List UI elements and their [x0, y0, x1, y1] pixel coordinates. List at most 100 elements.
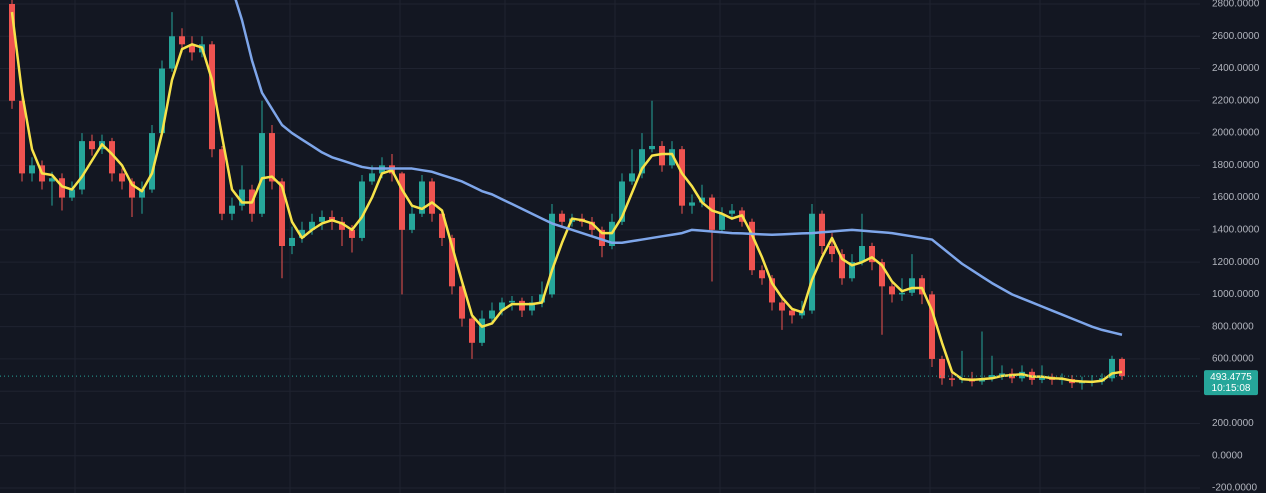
candle-body — [169, 36, 175, 69]
candle-body — [749, 221, 755, 271]
candle-body — [489, 310, 495, 319]
candle-body — [649, 145, 655, 150]
candle-body — [89, 141, 95, 150]
candle-body — [479, 318, 485, 343]
candle-body — [859, 246, 865, 263]
candle-body — [219, 149, 225, 214]
y-tick-label: 600.0000 — [1212, 354, 1254, 365]
y-tick-label: 2800.0000 — [1212, 0, 1260, 10]
candle-body — [559, 213, 565, 222]
candle-body — [59, 178, 65, 198]
candle-body — [399, 173, 405, 230]
candle-body — [829, 246, 835, 255]
candle-body — [1109, 358, 1115, 379]
candle-body — [279, 181, 285, 246]
candle-body — [69, 189, 75, 198]
candle-body — [899, 292, 905, 295]
candle-body — [619, 181, 625, 222]
candle-body — [339, 221, 345, 230]
candle-body — [29, 165, 35, 174]
price-tag — [1204, 370, 1258, 396]
y-tick-label: 1800.0000 — [1212, 160, 1260, 171]
candle-body — [499, 302, 505, 311]
candle-body — [599, 229, 605, 246]
candle-body — [939, 358, 945, 379]
candle-body — [679, 149, 685, 206]
candle-body — [589, 221, 595, 230]
candle-body — [309, 221, 315, 230]
candle-body — [699, 197, 705, 203]
candle-body — [1079, 382, 1085, 384]
candle-body — [809, 213, 815, 311]
candle-body — [159, 68, 165, 134]
candle-body — [299, 229, 305, 238]
candle-body — [369, 173, 375, 182]
candle-body — [769, 278, 775, 303]
candle-body — [429, 181, 435, 214]
candle-body — [149, 133, 155, 190]
candle-body — [549, 213, 555, 295]
y-tick-label: 2200.0000 — [1212, 95, 1260, 106]
candle-body — [49, 178, 55, 182]
candle-body — [459, 286, 465, 319]
candle-body — [129, 181, 135, 198]
candle-body — [109, 141, 115, 174]
candle-body — [709, 197, 715, 230]
moving-average-line — [10, 11, 1123, 384]
candle-body — [1119, 358, 1125, 377]
candle-body — [729, 210, 735, 214]
candle-body — [629, 173, 635, 182]
candle-body — [289, 237, 295, 246]
y-tick-label: 1400.0000 — [1212, 225, 1260, 236]
candle-body — [949, 378, 955, 380]
y-tick-label: -200.0000 — [1212, 483, 1257, 493]
candle-body — [9, 4, 15, 101]
candle-body — [689, 202, 695, 206]
candle-body — [19, 100, 25, 174]
candle-body — [359, 181, 365, 238]
candle-body — [529, 302, 535, 311]
candle-body — [79, 141, 85, 190]
price-tag-countdown: 10:15:08 — [1212, 383, 1251, 394]
candle-body — [139, 189, 145, 198]
y-tick-label: 2400.0000 — [1212, 63, 1260, 74]
candle-body — [269, 133, 275, 182]
candle-body — [989, 375, 995, 379]
candle-body — [119, 173, 125, 182]
y-tick-label: 200.0000 — [1212, 418, 1254, 429]
candle-body — [409, 213, 415, 230]
candle-body — [639, 149, 645, 174]
candle-body — [469, 318, 475, 343]
candle-body — [229, 205, 235, 214]
y-tick-label: 1600.0000 — [1212, 192, 1260, 203]
candle-body — [419, 181, 425, 214]
y-tick-label: 800.0000 — [1212, 321, 1254, 332]
candle-body — [319, 216, 325, 222]
candle-body — [839, 254, 845, 279]
candle-body — [659, 145, 665, 166]
candle-body — [509, 300, 515, 303]
candle-body — [1039, 376, 1045, 380]
candle-body — [719, 213, 725, 230]
candle-body — [259, 133, 265, 214]
candle-body — [209, 44, 215, 150]
candle-body — [779, 302, 785, 311]
candle-body — [909, 278, 915, 293]
price-tag-value: 493.4775 — [1210, 372, 1252, 383]
candle-body — [189, 44, 195, 53]
candle-body — [179, 36, 185, 45]
candle-body — [759, 270, 765, 279]
candle-body — [929, 294, 935, 359]
candle-body — [819, 213, 825, 246]
y-tick-label: 1200.0000 — [1212, 257, 1260, 268]
y-tick-label: 1000.0000 — [1212, 289, 1260, 300]
candle-body — [349, 229, 355, 238]
candle-body — [919, 278, 925, 295]
candle-body — [439, 213, 445, 238]
y-tick-label: 2000.0000 — [1212, 128, 1260, 139]
candle-body — [889, 286, 895, 295]
candle-body — [789, 310, 795, 316]
y-tick-label: 2600.0000 — [1212, 31, 1260, 42]
